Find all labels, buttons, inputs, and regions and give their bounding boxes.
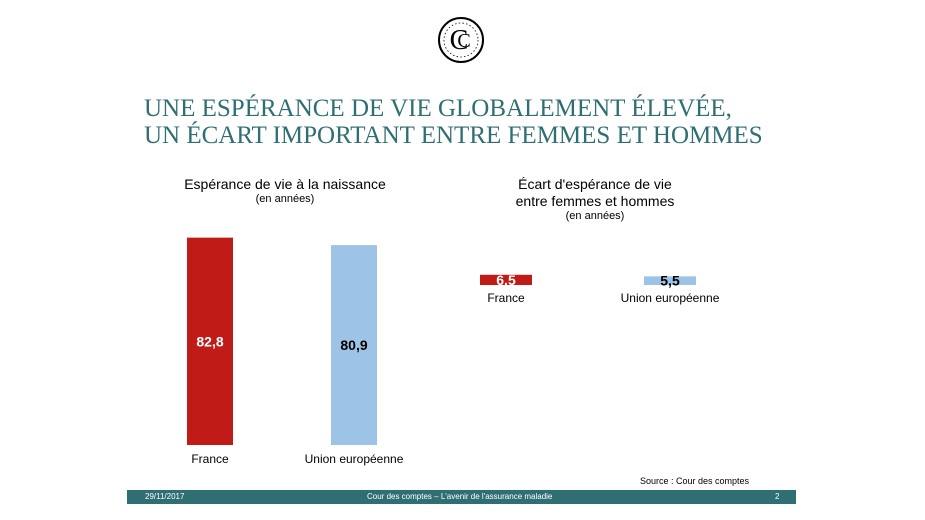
chart-2-bar-1 (480, 274, 532, 285)
chart-2-title-block: Écart d'espérance de vie entre femmes et… (470, 176, 720, 223)
svg-text:C: C (450, 25, 469, 56)
chart-2-bar-2 (644, 276, 696, 285)
chart-1-title-block: Espérance de vie à la naissance (en anné… (150, 176, 420, 206)
chart-2-subtitle: (en années) (565, 210, 625, 222)
footer-page-number: 2 (775, 492, 780, 501)
chart-1-value-label-1: 82,8 (196, 333, 223, 349)
page-title-line-2: UN ÉCART IMPORTANT ENTRE FEMMES ET HOMME… (144, 122, 763, 149)
page-title-line-1: UNE ESPÉRANCE DE VIE GLOBALEMENT ÉLEVÉE, (144, 95, 732, 122)
chart-2-category-label-1: France (487, 291, 525, 305)
page-title: UNE ESPÉRANCE DE VIE GLOBALEMENT ÉLEVÉE,… (144, 95, 864, 149)
chart-2-title-line-1: Écart d'espérance de vie (518, 176, 672, 192)
chart-1-title: Espérance de vie à la naissance (184, 176, 386, 192)
chart-1-bar-1 (187, 237, 233, 445)
footer-bar: 29/11/2017 Cour des comptes – L'avenir d… (127, 490, 796, 504)
chart-2-value-label-2: 5,5 (660, 273, 680, 289)
chart-1-value-label-2: 80,9 (340, 337, 367, 353)
chart-1-category-label-2: Union européenne (305, 452, 404, 466)
chart-1-category-label-1: France (191, 452, 229, 466)
chart-1-bar-2 (331, 245, 377, 445)
chart-2-value-label-1: 6,5 (496, 272, 516, 288)
chart-1-subtitle: (en années) (255, 193, 315, 205)
footer-date: 29/11/2017 (145, 492, 185, 501)
chart-2-category-label-2: Union européenne (621, 291, 720, 305)
chart-2-title-line-2: entre femmes et hommes (515, 193, 675, 209)
svg-text:C: C (457, 30, 470, 52)
cour-des-comptes-logo: C C (438, 17, 484, 63)
source-note: Source : Cour des comptes (640, 476, 750, 486)
footer-center-text: Cour des comptes – L'avenir de l'assuran… (367, 492, 553, 501)
